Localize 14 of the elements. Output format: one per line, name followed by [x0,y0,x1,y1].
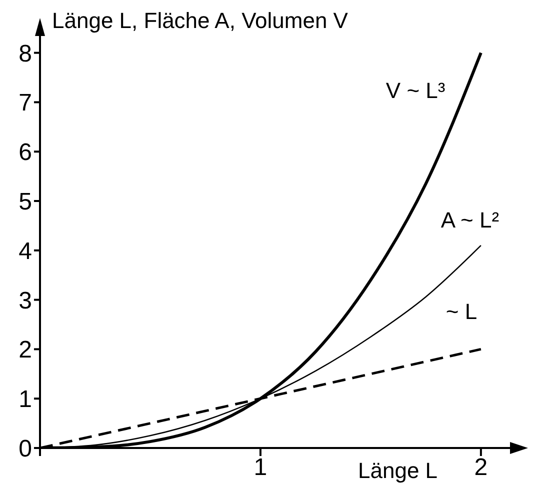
y-tick-label: 8 [18,40,32,68]
y-tick-label: 6 [18,139,32,166]
y-tick-label: 2 [18,336,32,364]
y-tick-label: 4 [18,238,32,265]
y-tick-label: 1 [18,386,32,414]
series-label: V ~ L³ [386,78,446,103]
series-label: ~ L [446,299,478,324]
y-tick-label: 5 [18,188,32,216]
y-axis-title: Länge L, Fläche A, Volumen V [52,8,348,34]
y-tick-label: 0 [18,436,32,463]
x-axis-title: Länge L [358,458,438,484]
y-tick-label: 3 [18,287,32,314]
series-label: A ~ L² [440,207,500,232]
y-tick-label: 7 [18,90,32,117]
